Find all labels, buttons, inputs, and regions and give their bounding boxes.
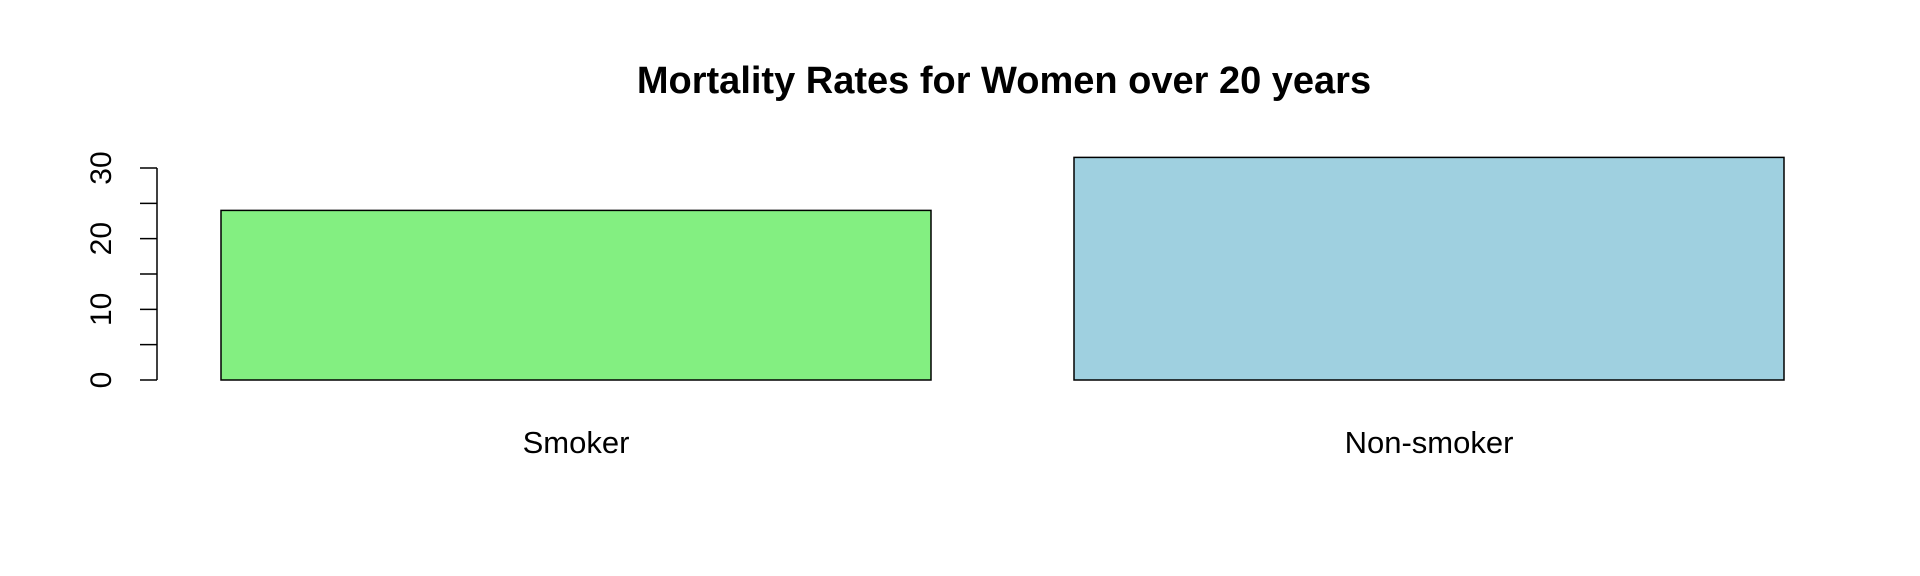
x-category-label: Smoker — [523, 425, 630, 460]
y-tick-label: 0 — [85, 372, 118, 389]
y-tick-label: 30 — [85, 151, 118, 184]
bars — [220, 156, 1785, 381]
y-axis: 0 10 20 30 — [85, 151, 158, 389]
x-category-label: Non-smoker — [1345, 425, 1514, 460]
x-axis-labels: Smoker Non-smoker — [523, 425, 1514, 460]
chart-title: Mortality Rates for Women over 20 years — [637, 60, 1371, 102]
y-tick-label: 20 — [85, 222, 118, 255]
bar-smoker — [220, 209, 932, 381]
bar-non-smoker — [1073, 156, 1785, 381]
y-tick-label: 10 — [85, 293, 118, 326]
